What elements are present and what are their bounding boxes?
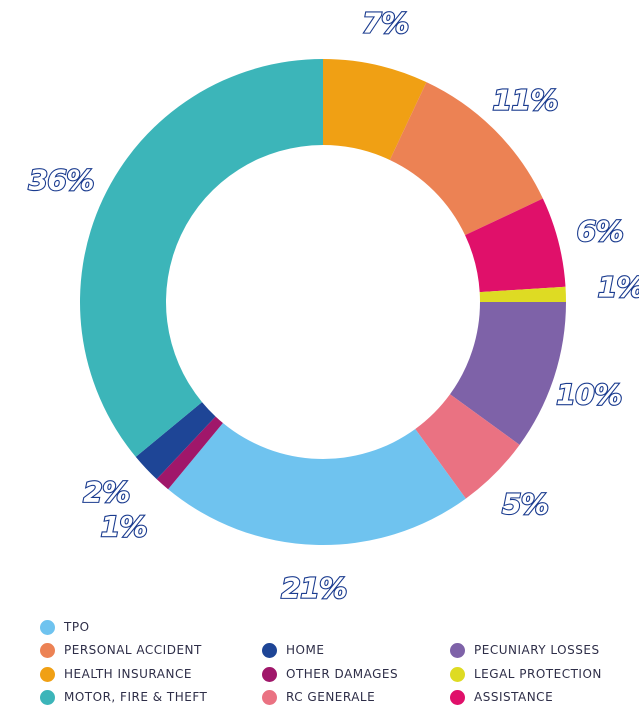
legend-item-rc-generale: RC GENERALE xyxy=(262,689,375,705)
legend-label: OTHER DAMAGES xyxy=(286,667,399,681)
slice-legal-protection xyxy=(479,286,566,302)
slice-assistance xyxy=(465,198,566,293)
legend-swatch xyxy=(262,642,277,658)
data-label-other-damages: 1% xyxy=(101,510,148,543)
slice-personal-accident xyxy=(389,82,543,236)
data-label-health-insurance: 7% xyxy=(362,6,409,39)
donut-chart: 7%11%6%1%10%5%21%1%2%36% xyxy=(27,5,639,600)
slice-other-damages xyxy=(156,416,223,490)
slice-tpo xyxy=(168,422,466,545)
legend-swatch xyxy=(40,619,55,635)
slice-health-insurance xyxy=(323,59,427,160)
legend-label: PECUNIARY LOSSES xyxy=(474,643,600,657)
legend-item-legal-protection: LEGAL PROTECTION xyxy=(450,666,602,682)
data-label-legal-protection: 1% xyxy=(598,271,639,304)
legend-item-other-damages: OTHER DAMAGES xyxy=(262,666,398,682)
data-label-pecuniary-losses: 10% xyxy=(556,378,622,411)
legend-swatch xyxy=(262,689,277,705)
legend-swatch xyxy=(40,642,55,658)
legend-item-pecuniary-losses: PECUNIARY LOSSES xyxy=(450,642,600,658)
legend-label: LEGAL PROTECTION xyxy=(474,667,602,681)
data-label-assistance: 6% xyxy=(577,214,624,247)
legend-item-motor-fire-theft: MOTOR, FIRE & THEFT xyxy=(40,689,207,705)
slice-home xyxy=(135,402,216,480)
slice-rc-generale xyxy=(415,394,520,499)
legend-label: RC GENERALE xyxy=(286,690,376,704)
legend-swatch xyxy=(450,666,465,682)
legend-item-home: HOME xyxy=(262,642,324,658)
legend-label: ASSISTANCE xyxy=(474,690,554,704)
legend-swatch xyxy=(262,666,277,682)
legend-swatch xyxy=(450,689,465,705)
data-label-motor-fire-theft: 36% xyxy=(28,164,94,197)
data-label-personal-accident: 11% xyxy=(492,83,558,116)
legend-swatch xyxy=(40,689,55,705)
data-label-rc-generale: 5% xyxy=(502,488,549,521)
slice-motor-fire-theft xyxy=(80,59,324,457)
legend: TPO PERSONAL ACCIDENT HOME PECUNIARY LOS… xyxy=(0,612,639,709)
legend-item-assistance: ASSISTANCE xyxy=(450,689,553,705)
data-label-tpo: 21% xyxy=(281,571,347,600)
legend-label: HOME xyxy=(286,643,325,657)
legend-item-tpo: TPO xyxy=(40,619,90,635)
legend-item-health-insurance: HEALTH INSURANCE xyxy=(40,666,192,682)
slice-pecuniary-losses xyxy=(450,302,566,445)
legend-label: MOTOR, FIRE & THEFT xyxy=(64,690,208,704)
legend-swatch xyxy=(450,642,465,658)
legend-label: PERSONAL ACCIDENT xyxy=(64,643,202,657)
legend-label: TPO xyxy=(64,620,90,634)
legend-swatch xyxy=(40,666,55,682)
legend-label: HEALTH INSURANCE xyxy=(64,667,192,681)
data-label-home: 2% xyxy=(83,475,130,508)
legend-item-personal-accident: PERSONAL ACCIDENT xyxy=(40,642,202,658)
